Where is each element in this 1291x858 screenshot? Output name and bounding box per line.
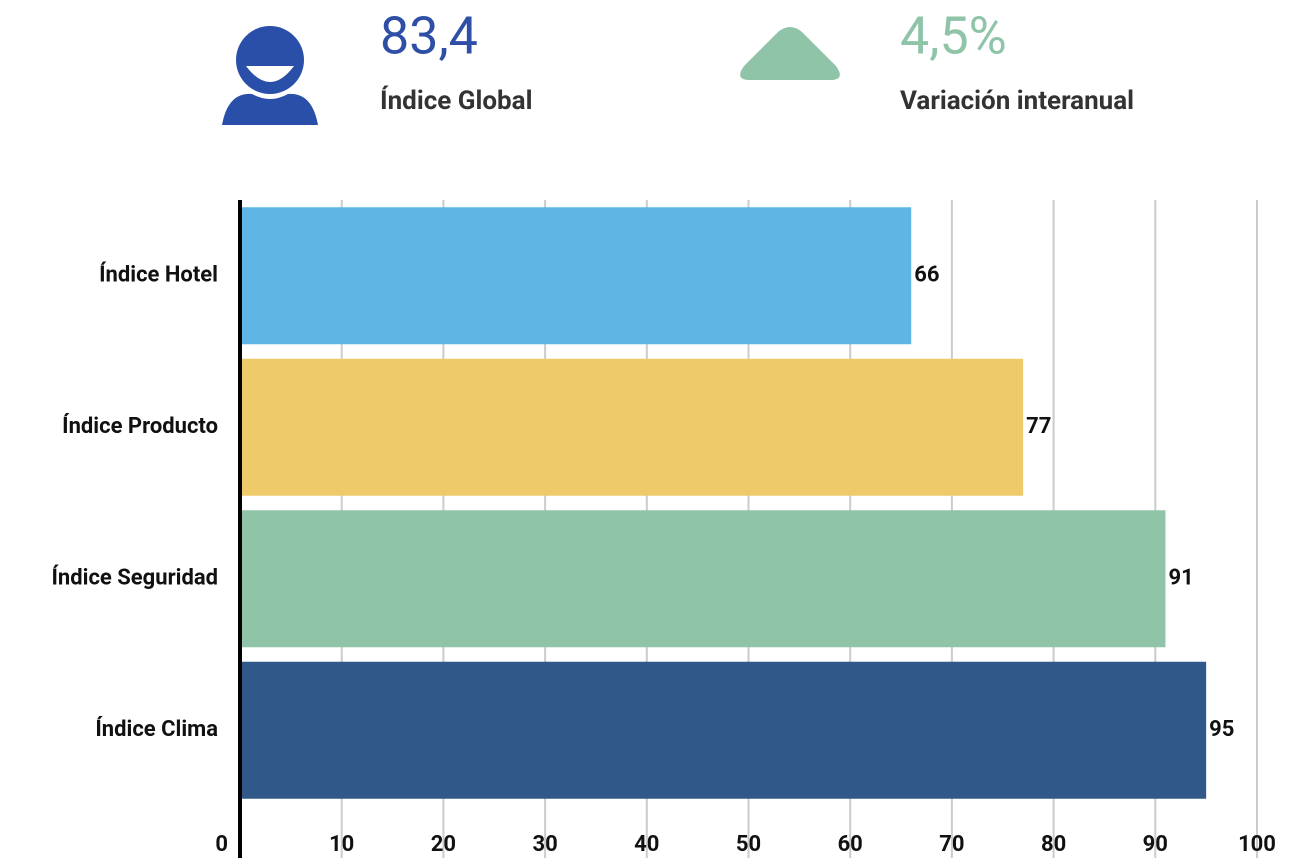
person-icon (222, 26, 318, 125)
x-tick-label: 60 (838, 832, 863, 857)
bar (240, 510, 1166, 648)
bar (240, 358, 1024, 496)
y-tick-label: Índice Seguridad (51, 565, 218, 591)
x-tick-label: 30 (532, 832, 557, 857)
x-tick-label: 80 (1041, 832, 1066, 857)
x-tick-label: 20 (431, 832, 456, 857)
x-tick-label: 50 (736, 832, 761, 857)
x-tick-label: 40 (634, 832, 659, 857)
kpi-variation: 4,5% Variación interanual (740, 6, 1134, 116)
bar-chart: 0 10 20 30 40 50 60 70 80 90 100 Índice Hotel 66 Índi… (51, 200, 1276, 858)
x-tick-label: 10 (329, 832, 354, 857)
kpi-label: Índice Global (380, 85, 532, 116)
kpi-value: 4,5% (900, 6, 1007, 67)
y-tick-label: Índice Hotel (99, 262, 218, 288)
value-label: 66 (914, 263, 939, 288)
kpi-value: 83,4 (380, 6, 478, 67)
bar (240, 661, 1207, 799)
kpi-label: Variación interanual (900, 86, 1134, 116)
value-label: 77 (1026, 414, 1051, 439)
value-label: 91 (1168, 566, 1193, 591)
x-tick-label: 0 (215, 832, 228, 857)
bar (240, 207, 912, 345)
x-tick-label: 90 (1143, 832, 1168, 857)
kpi-global: 83,4 Índice Global (222, 6, 532, 125)
x-tick-label: 70 (939, 832, 964, 857)
value-label: 95 (1209, 717, 1234, 742)
x-tick-label: 100 (1238, 832, 1276, 857)
up-triangle-icon (740, 27, 840, 80)
y-tick-label: Índice Clima (95, 716, 218, 742)
y-tick-label: Índice Producto (62, 413, 218, 439)
